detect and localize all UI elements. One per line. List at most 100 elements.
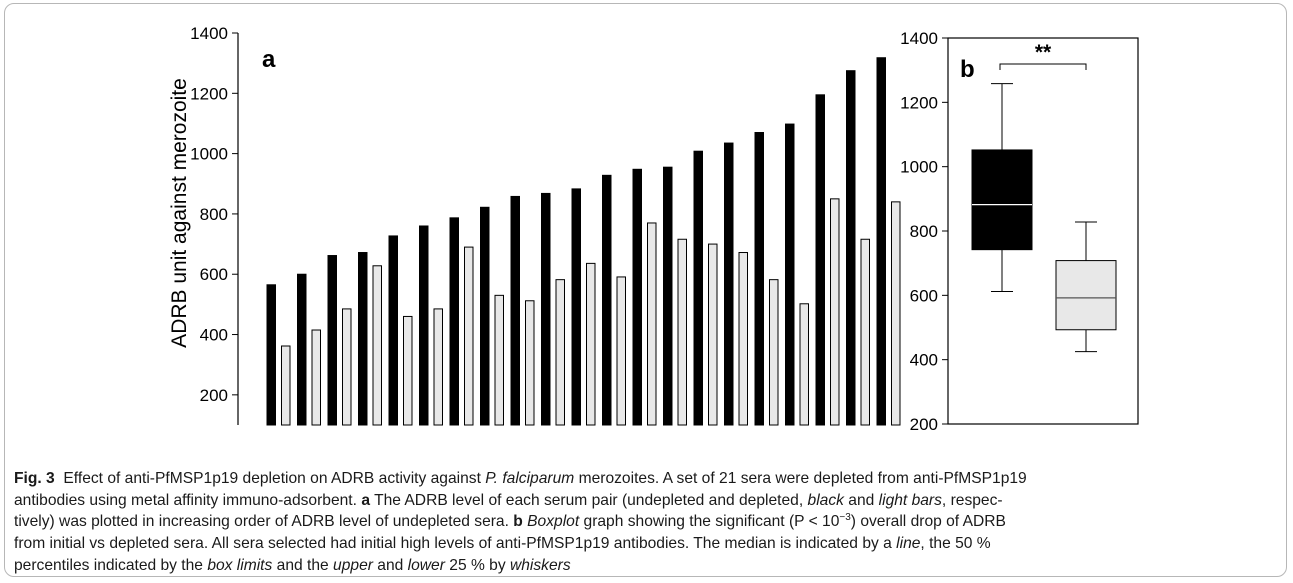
caption-line-1: Fig. 3 Effect of anti-PfMSP1p19 depletio…	[14, 468, 1274, 490]
caption-term: light bars	[878, 491, 942, 509]
bar-undepleted	[266, 284, 276, 426]
significance-marker: **	[1035, 41, 1052, 64]
bar-undepleted	[419, 225, 429, 426]
panel-a-y-tick-label: 400	[200, 326, 228, 345]
caption-species: P. falciparum	[485, 470, 575, 487]
bar-undepleted	[693, 150, 703, 426]
bar-depleted	[616, 276, 626, 426]
bar-undepleted	[724, 142, 734, 426]
bar-undepleted	[846, 70, 856, 426]
caption-line-5: percentiles indicated by the box limits …	[14, 555, 1274, 577]
panel-b-y-tick-label: 400	[910, 351, 938, 370]
bar-undepleted	[602, 174, 612, 426]
bar-undepleted	[541, 192, 551, 426]
panel-a-y-tick-label: 800	[200, 205, 228, 224]
panel-b: 200 400 600 800 1000 1200 1400 b **	[900, 29, 1139, 434]
caption-text: antibodies using metal affinity immuno-a…	[14, 491, 357, 509]
caption-text: The ADRB level of each serum pair (undep…	[374, 491, 804, 509]
caption-text: from initial vs depleted sera. All sera …	[14, 535, 892, 553]
bar-depleted	[830, 198, 840, 426]
bar-depleted	[372, 265, 382, 426]
bar-depleted	[586, 262, 596, 426]
bar-depleted	[464, 246, 474, 426]
bar-depleted	[281, 345, 291, 426]
caption-panel-b-ref: b	[513, 513, 523, 531]
panel-a-label: a	[262, 46, 276, 73]
bar-undepleted	[297, 273, 307, 426]
caption-text: , respec-	[941, 491, 1003, 509]
bar-depleted	[311, 329, 321, 426]
bar-undepleted	[358, 252, 368, 426]
caption-line-4: from initial vs depleted sera. All sera …	[14, 533, 1274, 555]
bar-depleted	[647, 222, 657, 426]
panel-b-y-axis: 200 400 600 800 1000 1200 1400	[900, 29, 1139, 434]
caption-text: and	[848, 491, 875, 509]
figure-frame	[4, 3, 1287, 577]
bar-depleted	[342, 308, 352, 426]
caption-term: black	[807, 491, 844, 509]
bar-undepleted	[480, 206, 490, 426]
panel-b-y-tick-label: 200	[910, 415, 938, 434]
figure-number: Fig. 3	[14, 470, 55, 487]
caption-text: , the 50 %	[920, 535, 991, 553]
caption-term: lower	[407, 556, 445, 574]
bar-depleted	[433, 308, 443, 426]
panel-a-y-axis: 200 400 600 800 1000 1200 1400	[190, 24, 239, 425]
caption-text: and	[377, 556, 404, 574]
caption-panel-a-ref: a	[361, 491, 370, 509]
caption-text: percentiles indicated by the	[14, 556, 203, 574]
panel-a-bars	[266, 57, 901, 426]
bar-undepleted	[510, 195, 520, 426]
bar-depleted	[555, 279, 565, 426]
bar-depleted	[677, 238, 687, 426]
panel-a-y-tick-label: 1000	[190, 145, 228, 164]
panel-a: 200 400 600 800 1000 1200 1400 a ADRB unit aga…	[168, 24, 901, 426]
bar-depleted	[769, 279, 779, 426]
significance-bracket	[999, 63, 1087, 70]
figure-caption: Fig. 3 Effect of anti-PfMSP1p19 depletio…	[14, 468, 1274, 577]
bar-depleted	[860, 238, 870, 426]
panel-a-y-tick-label: 600	[200, 265, 228, 284]
bar-undepleted	[632, 168, 642, 426]
panel-b-y-tick-label: 800	[910, 222, 938, 241]
panel-b-y-tick-label: 1400	[900, 29, 938, 48]
bar-depleted	[891, 201, 901, 426]
caption-exponent: −3	[839, 512, 851, 524]
panel-b-y-tick-label: 1000	[900, 158, 938, 177]
bar-undepleted	[663, 166, 673, 426]
caption-text: merozoites. A set of 21 sera were deplet…	[578, 470, 1027, 487]
figure-panels: 200 400 600 800 1000 1200 1400 a ADRB unit aga…	[168, 24, 1139, 434]
box-iqr	[971, 149, 1033, 251]
caption-term: line	[896, 535, 921, 553]
bar-undepleted	[388, 235, 398, 426]
caption-term: whiskers	[509, 556, 571, 574]
panel-a-y-axis-label: ADRB unit against merozoite	[168, 78, 191, 348]
panel-b-y-tick-label: 1200	[900, 93, 938, 112]
caption-term: upper	[333, 556, 373, 574]
bar-undepleted	[571, 188, 581, 426]
caption-text: 25 % by	[449, 556, 506, 574]
panel-b-boxes	[971, 83, 1117, 353]
bar-depleted	[708, 243, 718, 426]
caption-term: Boxplot	[527, 513, 580, 531]
bar-undepleted	[754, 132, 764, 426]
bar-depleted	[494, 294, 504, 426]
bar-undepleted	[449, 217, 459, 426]
caption-term: box limits	[207, 556, 273, 574]
caption-text: Effect of anti-PfMSP1p19 depletion on AD…	[63, 470, 481, 487]
caption-text: and the	[276, 556, 329, 574]
bar-undepleted	[785, 123, 795, 426]
bar-undepleted	[327, 255, 337, 426]
bar-depleted	[403, 315, 413, 426]
bar-undepleted	[876, 57, 886, 426]
caption-text: graph showing the significant (P < 10	[583, 513, 840, 531]
panel-a-y-tick-label: 1400	[190, 24, 228, 43]
caption-text: tively) was plotted in increasing order …	[14, 513, 509, 531]
bar-depleted	[738, 252, 748, 426]
panel-b-y-tick-label: 600	[910, 286, 938, 305]
box-iqr	[1055, 260, 1117, 331]
panel-a-y-tick-label: 200	[200, 386, 228, 405]
caption-line-3: tively) was plotted in increasing order …	[14, 511, 1274, 533]
bar-depleted	[525, 300, 535, 426]
caption-text: ) overall drop of ADRB	[850, 513, 1006, 531]
